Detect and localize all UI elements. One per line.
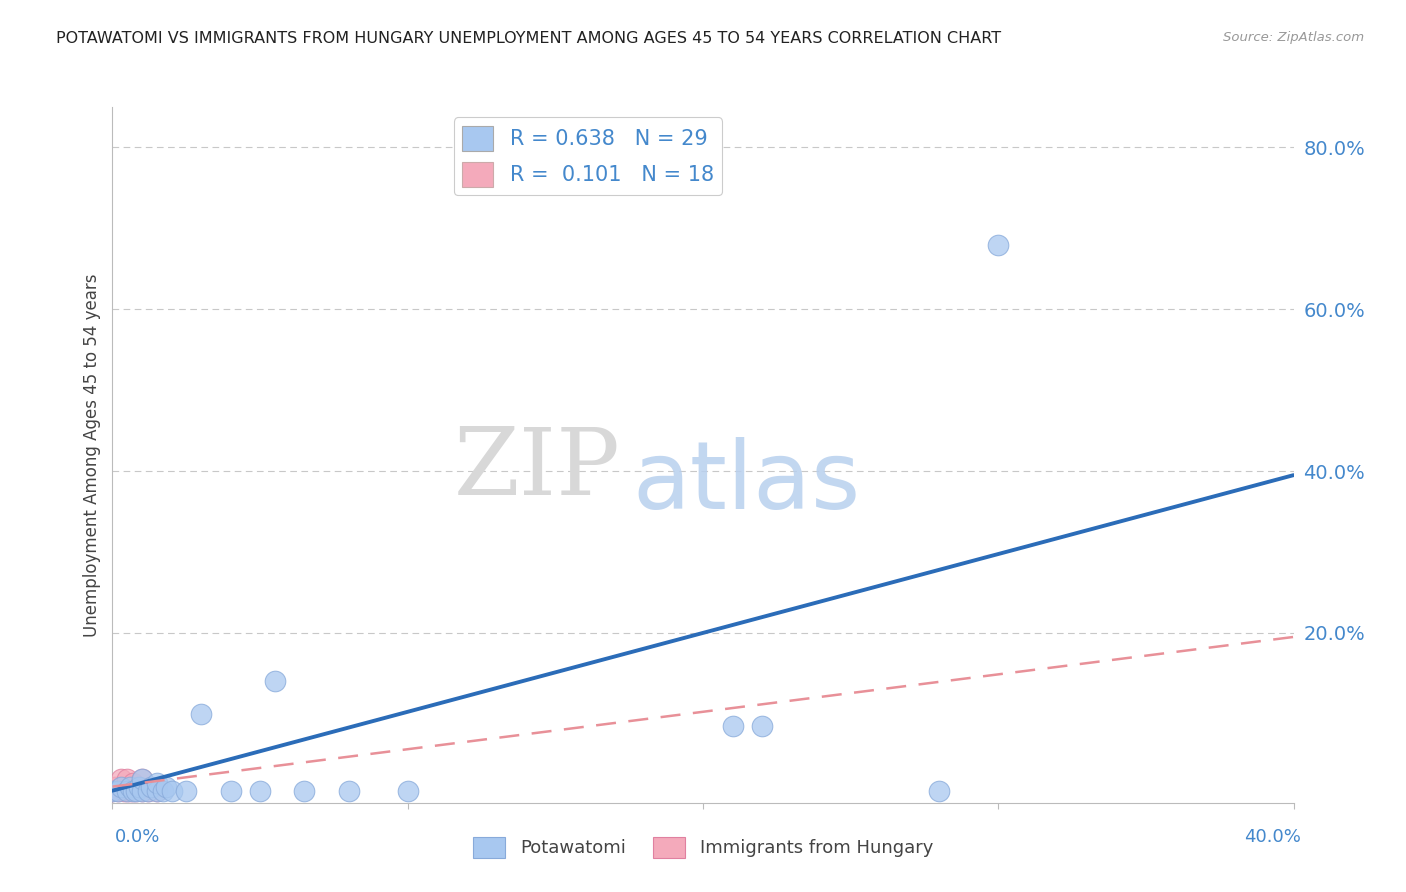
- Text: ZIP: ZIP: [454, 424, 620, 514]
- Point: [219, 783, 242, 797]
- Point: [122, 783, 145, 797]
- Point: [128, 780, 150, 794]
- Point: [125, 783, 148, 797]
- Point: [131, 772, 153, 786]
- Point: [160, 783, 183, 797]
- Point: [110, 780, 132, 794]
- Point: [139, 780, 162, 794]
- Point: [928, 783, 950, 797]
- Text: POTAWATOMI VS IMMIGRANTS FROM HUNGARY UNEMPLOYMENT AMONG AGES 45 TO 54 YEARS COR: POTAWATOMI VS IMMIGRANTS FROM HUNGARY UN…: [56, 31, 1001, 46]
- Text: Source: ZipAtlas.com: Source: ZipAtlas.com: [1223, 31, 1364, 45]
- Point: [396, 783, 419, 797]
- Point: [110, 772, 132, 786]
- Point: [139, 780, 162, 794]
- Point: [190, 706, 212, 721]
- Point: [155, 780, 177, 794]
- Point: [101, 783, 124, 797]
- Point: [146, 775, 169, 789]
- Point: [104, 780, 127, 794]
- Point: [117, 783, 138, 797]
- Point: [987, 237, 1010, 252]
- Point: [264, 674, 287, 689]
- Point: [146, 783, 169, 797]
- Point: [721, 719, 744, 733]
- Point: [174, 783, 197, 797]
- Point: [101, 783, 124, 797]
- Point: [120, 780, 142, 794]
- Legend: Potawatomi, Immigrants from Hungary: Potawatomi, Immigrants from Hungary: [465, 830, 941, 865]
- Point: [125, 783, 148, 797]
- Point: [131, 783, 153, 797]
- Point: [136, 783, 159, 797]
- Text: 40.0%: 40.0%: [1244, 828, 1301, 846]
- Text: 0.0%: 0.0%: [115, 828, 160, 846]
- Point: [337, 783, 360, 797]
- Point: [249, 783, 271, 797]
- Point: [131, 783, 153, 797]
- Point: [110, 780, 132, 794]
- Point: [122, 775, 145, 789]
- Point: [131, 772, 153, 786]
- Point: [136, 783, 159, 797]
- Point: [122, 783, 145, 797]
- Point: [107, 783, 129, 797]
- Text: atlas: atlas: [633, 437, 860, 529]
- Y-axis label: Unemployment Among Ages 45 to 54 years: Unemployment Among Ages 45 to 54 years: [83, 273, 101, 637]
- Point: [128, 780, 150, 794]
- Point: [292, 783, 315, 797]
- Point: [117, 783, 138, 797]
- Point: [117, 772, 138, 786]
- Point: [146, 783, 169, 797]
- Legend: R = 0.638   N = 29, R =  0.101   N = 18: R = 0.638 N = 29, R = 0.101 N = 18: [454, 118, 723, 195]
- Point: [751, 719, 773, 733]
- Point: [152, 783, 174, 797]
- Point: [112, 783, 135, 797]
- Point: [107, 783, 129, 797]
- Point: [120, 783, 142, 797]
